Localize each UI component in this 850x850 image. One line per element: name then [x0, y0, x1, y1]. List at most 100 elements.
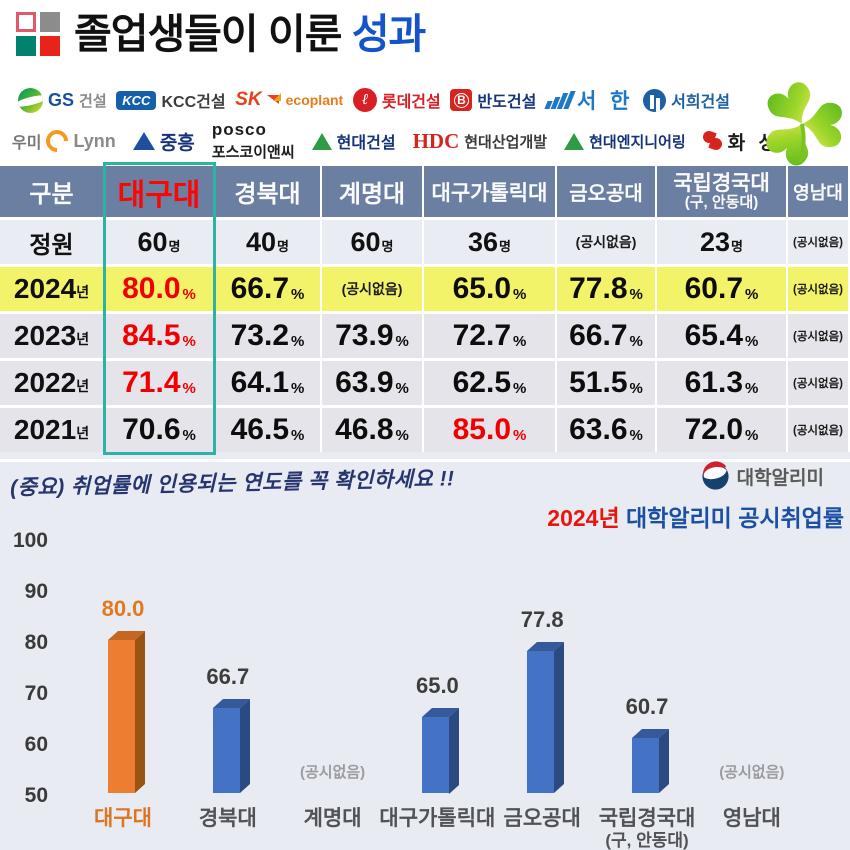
chart-title: 2024년 대학알리미 공시취업률 [547, 505, 844, 531]
table-cell: 40 명 [215, 217, 322, 264]
logo-hwaseong: 화 성 [701, 128, 780, 155]
x-axis-category-label: 대구가톨릭대 [379, 807, 496, 830]
table-cell: 60.7% [657, 264, 788, 311]
table-cell: 46.8% [322, 405, 424, 452]
logo-seohee: 서희건설 [643, 88, 730, 112]
bar-value-label: 66.7 [206, 663, 250, 689]
table-cell: 64.1% [215, 358, 322, 405]
table-cell: 61.3% [657, 358, 788, 405]
row-label-2023: 2023 년 [0, 311, 105, 358]
row-label-2021: 2021 년 [0, 405, 105, 452]
hyundai-triangle-icon [564, 132, 585, 150]
logo-posco-enc: posco 포스코이앤씨 [211, 119, 295, 161]
col-header: 경북대 [215, 166, 322, 217]
y-axis-tick-label: 50 [24, 784, 48, 807]
chart-bar [422, 716, 450, 793]
bar-chart: 100 90 80 70 60 50 80.0 대구대 66.7 경북대 (공시없음) 계명대 65.0… [0, 452, 850, 850]
table-cell: 80.0% [105, 264, 215, 311]
bar-value-label: 77.8 [520, 607, 564, 633]
bar-no-data-label: (공시없음) [719, 764, 785, 781]
employment-table: 구분 대구대 경북대 계명대 대구가톨릭대 금오공대 국립경국대 (구, 안동대)… [0, 166, 850, 452]
sk-butterfly-icon [266, 93, 281, 107]
x-axis-category-label: 국립경국대 (구, 안동대) [579, 807, 715, 850]
table-cell: 73.9% [322, 311, 424, 358]
chart-bar-side-face [449, 707, 460, 793]
bar-no-data-label: (공시없음) [299, 764, 366, 781]
logo-bando: B 반도건설 [450, 88, 536, 112]
logo-lotte: ℓ 롯데건설 [352, 88, 441, 112]
page-header: 졸업생들이 이룬 성과 [16, 8, 426, 60]
col-header: 국립경국대 (구, 안동대) [657, 166, 788, 217]
logo-jungheung: 중흥 [132, 128, 195, 155]
table-cell: (공시없음) [788, 358, 850, 405]
table-cell: (공시없음) [322, 264, 424, 311]
alimi-logo-label: 대학알리미 [736, 468, 824, 489]
chart-bar-side-face [659, 729, 669, 793]
partner-logos-row1: GS 건설 KCC KCC건설 SK ecoplant ℓ 롯데건설 B 반도건설 서 한… [18, 82, 730, 118]
hyundai-triangle-icon [311, 132, 332, 150]
table-cell: 66.7% [557, 311, 657, 358]
row-label-2024: 2024 년 [0, 264, 105, 311]
chart-section: (중요) 취업률에 인용되는 연도를 꼭 확인하세요 !! 대학알리미 2024… [0, 452, 850, 850]
chart-bar [212, 707, 240, 793]
table-cell: 77.8% [557, 264, 657, 311]
table-cell: 46.5% [215, 405, 322, 452]
kcc-logo-icon: KCC [116, 90, 157, 110]
table-cell: 36 명 [424, 217, 557, 264]
clover-image [766, 82, 842, 166]
logo-hyundai-enc: 현대건설 [311, 129, 396, 153]
y-axis-tick-label: 100 [12, 529, 48, 552]
table-cell: (공시없음) [788, 405, 850, 452]
table-cell: 70.6% [105, 405, 215, 452]
table-cell: (공시없음) [788, 217, 850, 264]
x-axis-category-label: 계명대 [303, 807, 362, 830]
table-cell: 65.0% [424, 264, 557, 311]
col-header: 계명대 [322, 166, 424, 217]
woomi-ring-icon [41, 125, 74, 157]
table-cell: 51.5% [557, 358, 657, 405]
chart-bar-side-face [135, 630, 145, 793]
gs-logo-icon [18, 87, 43, 113]
section-divider [0, 459, 850, 462]
table-cell: (공시없음) [788, 264, 850, 311]
table-cell: 73.2% [215, 311, 322, 358]
chart-bar [527, 651, 555, 793]
y-axis-tick-label: 60 [24, 733, 48, 756]
x-axis-category-label: 경북대 [198, 807, 257, 830]
bar-value-label: 60.7 [625, 694, 669, 720]
lotte-logo-icon: ℓ [352, 88, 377, 112]
logo-woomi-lynn: 우미 Lynn [12, 125, 116, 157]
x-axis-category-sublabel: (구, 안동대) [605, 830, 689, 850]
table-cell: 63.6% [557, 405, 657, 452]
col-header-daegu-univ: 대구대 [105, 166, 215, 217]
col-header: 영남대 [788, 166, 850, 217]
alimi-logo: 대학알리미 [700, 461, 824, 492]
row-label-2022: 2022 년 [0, 358, 105, 405]
chart-bar [632, 738, 659, 793]
table-cell: (공시없음) [788, 311, 850, 358]
table-cell: 60 명 [105, 217, 215, 264]
table-cell: 62.5% [424, 358, 557, 405]
table-cell: 84.5% [105, 311, 215, 358]
logo-kcc: KCC KCC건설 [116, 88, 226, 112]
bar-value-label: 80.0 [101, 596, 145, 621]
y-axis-tick-label: 70 [24, 682, 48, 705]
y-axis-tick-label: 90 [24, 580, 48, 603]
table-cell: 72.7% [424, 311, 557, 358]
page-title: 졸업생들이 이룬 성과 [74, 11, 426, 57]
bar-value-label: 65.0 [415, 672, 459, 698]
table-cell: 63.9% [322, 358, 424, 405]
x-axis-category-label: 대구대 [94, 807, 152, 830]
table-cell: 65.4% [657, 311, 788, 358]
partner-logos-row2: 우미 Lynn 중흥 posco 포스코이앤씨 현대건설 HDC 현대산업개발 현대엔… [12, 120, 780, 162]
logo-sk-ecoplant: SK ecoplant [235, 89, 344, 110]
logo-hdc: HDC 현대산업개발 [412, 128, 548, 153]
table-cell: 23 명 [657, 217, 788, 264]
hwaseong-logo-icon [701, 129, 724, 152]
seohee-logo-icon [643, 88, 667, 112]
chart-bar [108, 640, 135, 793]
table-cell: (공시없음) [557, 217, 657, 264]
table-cell: 60 명 [322, 217, 424, 264]
chart-bar-side-face [554, 642, 565, 793]
